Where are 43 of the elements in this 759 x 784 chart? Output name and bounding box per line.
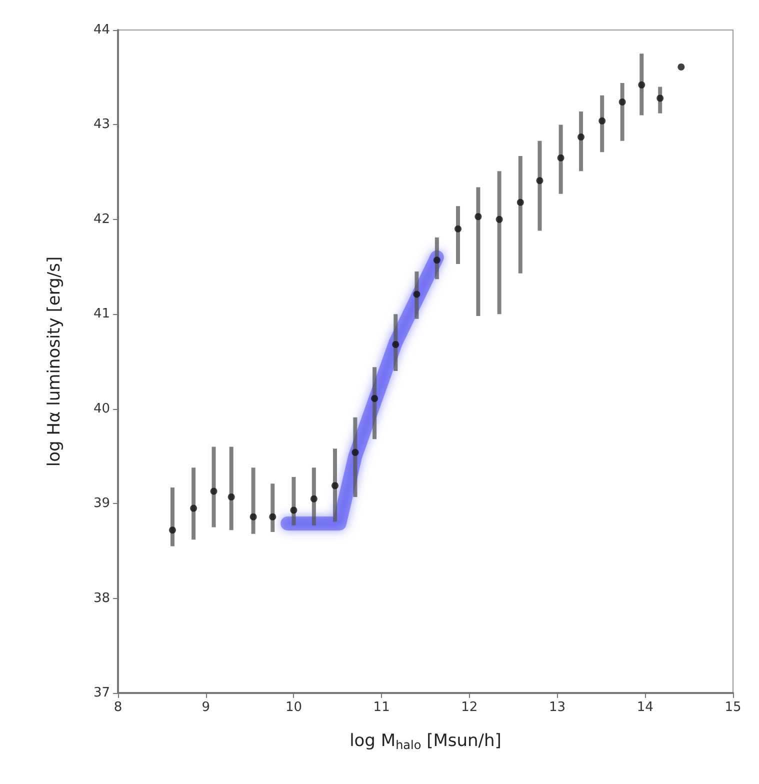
x-tick-label: 10 <box>285 700 302 715</box>
point <box>618 98 626 106</box>
point <box>269 513 276 520</box>
point <box>228 493 235 500</box>
x-tick-label: 9 <box>202 700 210 715</box>
point <box>474 213 482 220</box>
point <box>578 134 585 141</box>
x-tick-label: 8 <box>114 700 122 715</box>
point <box>433 256 440 264</box>
x-tick-label: 13 <box>549 700 566 715</box>
x-tick-label: 15 <box>724 700 742 715</box>
point <box>638 81 646 88</box>
point <box>392 340 400 348</box>
point <box>496 216 503 223</box>
y-tick-label: 42 <box>93 212 110 227</box>
point <box>290 506 298 514</box>
point <box>332 482 339 490</box>
y-tick-label: 38 <box>93 590 110 606</box>
point <box>210 488 218 495</box>
y-tick-label: 43 <box>93 117 110 132</box>
x-tick-label: 11 <box>373 700 390 715</box>
point <box>190 504 198 512</box>
point <box>250 513 257 520</box>
point <box>454 225 462 232</box>
y-tick-label: 39 <box>93 496 110 512</box>
point <box>516 198 524 206</box>
x-tick-label: 12 <box>461 700 478 715</box>
point <box>352 448 359 456</box>
point <box>678 63 685 70</box>
point <box>168 526 176 534</box>
point <box>557 154 564 162</box>
y-tick-label: 37 <box>93 686 110 700</box>
point <box>413 290 420 298</box>
y-axis-title: log Hα luminosity [erg/s] <box>44 256 64 467</box>
point <box>310 495 318 502</box>
y-tick-label: 40 <box>93 401 110 416</box>
point <box>371 394 378 402</box>
y-tick-label: 44 <box>93 22 110 38</box>
point <box>536 177 544 184</box>
y-tick-label: 41 <box>93 306 110 322</box>
point <box>598 117 606 124</box>
point <box>656 94 664 102</box>
x-tick-label: 14 <box>636 700 654 715</box>
